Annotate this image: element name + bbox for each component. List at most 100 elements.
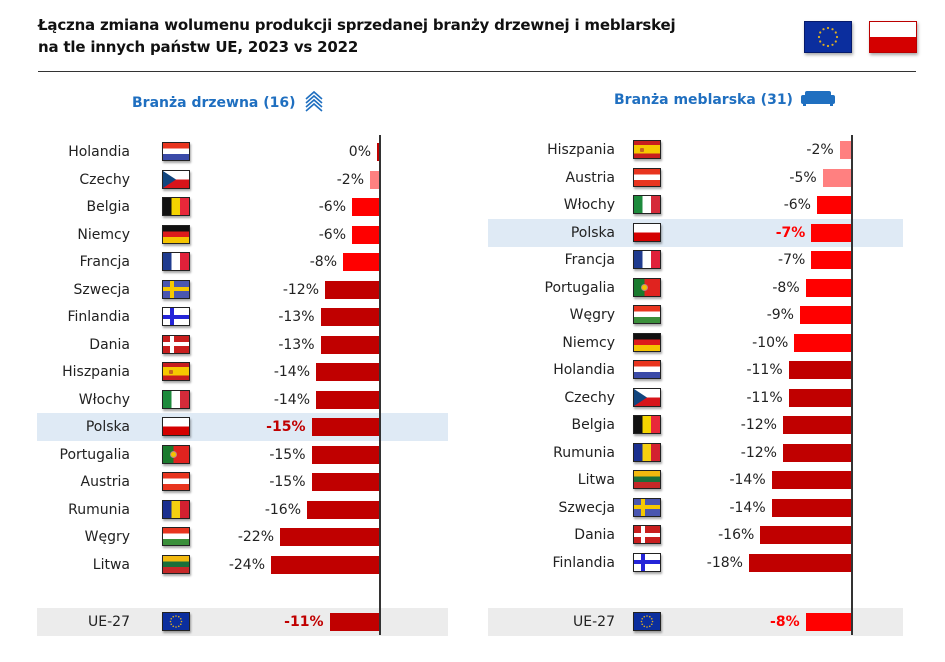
wood-row: Polska -15% — [37, 413, 448, 441]
country-label: Niemcy — [562, 334, 615, 351]
country-label: Litwa — [577, 472, 615, 488]
flag-es-icon — [633, 140, 661, 159]
title-divider — [38, 71, 916, 72]
bar — [271, 555, 379, 574]
bar — [325, 280, 379, 299]
furniture-row: Szwecja -14% — [488, 494, 903, 522]
furniture-row: Portugalia -8% — [488, 274, 903, 302]
bar — [771, 471, 851, 489]
value-label: -24% — [228, 556, 265, 573]
flag-hu-icon — [633, 305, 661, 324]
wood-row: Rumunia -16% — [37, 496, 448, 524]
country-label: Włochy — [78, 391, 130, 408]
bar — [771, 498, 851, 517]
value-label: -12% — [740, 444, 777, 461]
country-label: Czechy — [564, 389, 615, 406]
bar — [811, 251, 851, 269]
country-label: Hiszpania — [62, 364, 130, 380]
country-label: Niemcy — [77, 226, 130, 243]
value-label: -8% — [772, 279, 800, 296]
flag-pl-icon — [162, 417, 190, 436]
wood-row: Finlandia -13% — [37, 303, 448, 331]
flag-fr-icon — [633, 250, 661, 269]
country-label: Francja — [564, 252, 615, 268]
flag-fr-icon — [162, 252, 190, 271]
zero-axis-line — [851, 135, 853, 635]
bar — [320, 335, 379, 354]
country-label: Francja — [79, 254, 130, 270]
flag-be-icon — [633, 415, 661, 434]
bar — [822, 168, 851, 187]
chevrons-up-icon — [304, 90, 324, 116]
wood-row: Czechy -2% — [37, 166, 448, 194]
flag-fi-icon — [633, 552, 661, 572]
wood-row: Niemcy -6% — [37, 221, 448, 249]
bar — [311, 445, 379, 464]
flag-lt-icon — [633, 470, 661, 489]
flag-dk-icon — [633, 525, 661, 544]
sofa-icon — [800, 90, 835, 110]
bar — [794, 333, 851, 352]
flag-be-icon — [162, 197, 190, 216]
panel-title-wood: Branża drzewna (16) — [132, 90, 324, 116]
wood-row: Belgia -6% — [37, 193, 448, 221]
wood-row: Szwecja -12% — [37, 276, 448, 304]
chart-title-line-2: na tle innych państw UE, 2023 vs 2022 — [38, 38, 359, 56]
bar — [816, 196, 851, 214]
flag-hu-icon — [162, 527, 190, 546]
bar — [343, 253, 379, 271]
value-label: -16% — [718, 527, 755, 543]
furniture-row: Hiszpania -2% — [488, 136, 903, 164]
furniture-row: Czechy -11% — [488, 384, 903, 412]
wood-row: Dania -13% — [37, 331, 448, 359]
flag-pt-icon — [633, 277, 661, 297]
value-label: -2% — [336, 171, 364, 188]
bar — [760, 526, 851, 544]
country-label: Włochy — [563, 197, 615, 213]
country-label: Litwa — [92, 556, 130, 573]
flag-fi-icon — [162, 307, 190, 326]
chart-title: Łączna zmiana wolumenu produkcji sprzeda… — [38, 14, 676, 58]
panel-title-furniture: Branża meblarska (31) — [614, 90, 835, 110]
flag-se-icon — [633, 497, 661, 517]
country-label: Dania — [574, 527, 615, 543]
country-label: Szwecja — [73, 281, 130, 298]
value-label: -8% — [309, 254, 337, 270]
wood-row: Włochy -14% — [37, 386, 448, 414]
flag-it-icon — [162, 389, 190, 409]
country-label: Węgry — [569, 307, 615, 323]
bar — [352, 198, 379, 216]
bar — [370, 170, 379, 189]
flag-eu-icon — [633, 612, 661, 631]
country-label: Polska — [570, 224, 615, 241]
value-label: -7% — [775, 224, 806, 241]
value-label: 0% — [348, 144, 371, 160]
country-label: Belgia — [571, 417, 615, 433]
value-label: -14% — [729, 472, 766, 488]
panel-title-furniture-text: Branża meblarska (31) — [614, 92, 793, 108]
wood-row: Hiszpania -14% — [37, 358, 448, 386]
country-label: Dania — [89, 336, 130, 353]
bar — [748, 553, 851, 572]
country-label: Portugalia — [544, 279, 615, 296]
flag-nl-icon — [633, 360, 661, 379]
value-label: -13% — [278, 309, 315, 325]
chart-title-line-1: Łączna zmiana wolumenu produkcji sprzeda… — [38, 16, 676, 34]
value-label: -16% — [264, 501, 301, 518]
value-label: -9% — [766, 307, 794, 323]
bar — [782, 443, 851, 462]
flag-es-icon — [162, 362, 190, 381]
value-label: -15% — [266, 419, 306, 435]
value-label: -22% — [237, 529, 274, 545]
furniture-row: Holandia -11% — [488, 356, 903, 384]
country-label: Szwecja — [558, 499, 615, 516]
flag-ro-icon — [633, 442, 661, 462]
wood-row: Austria -15% — [37, 468, 448, 496]
value-label: -6% — [783, 197, 811, 213]
wood-row: Portugalia -15% — [37, 441, 448, 469]
value-label: -11% — [746, 389, 783, 406]
flag-pt-icon — [162, 444, 190, 464]
value-label: -11% — [284, 614, 324, 630]
country-label: Czechy — [79, 171, 130, 188]
bar — [280, 528, 379, 546]
